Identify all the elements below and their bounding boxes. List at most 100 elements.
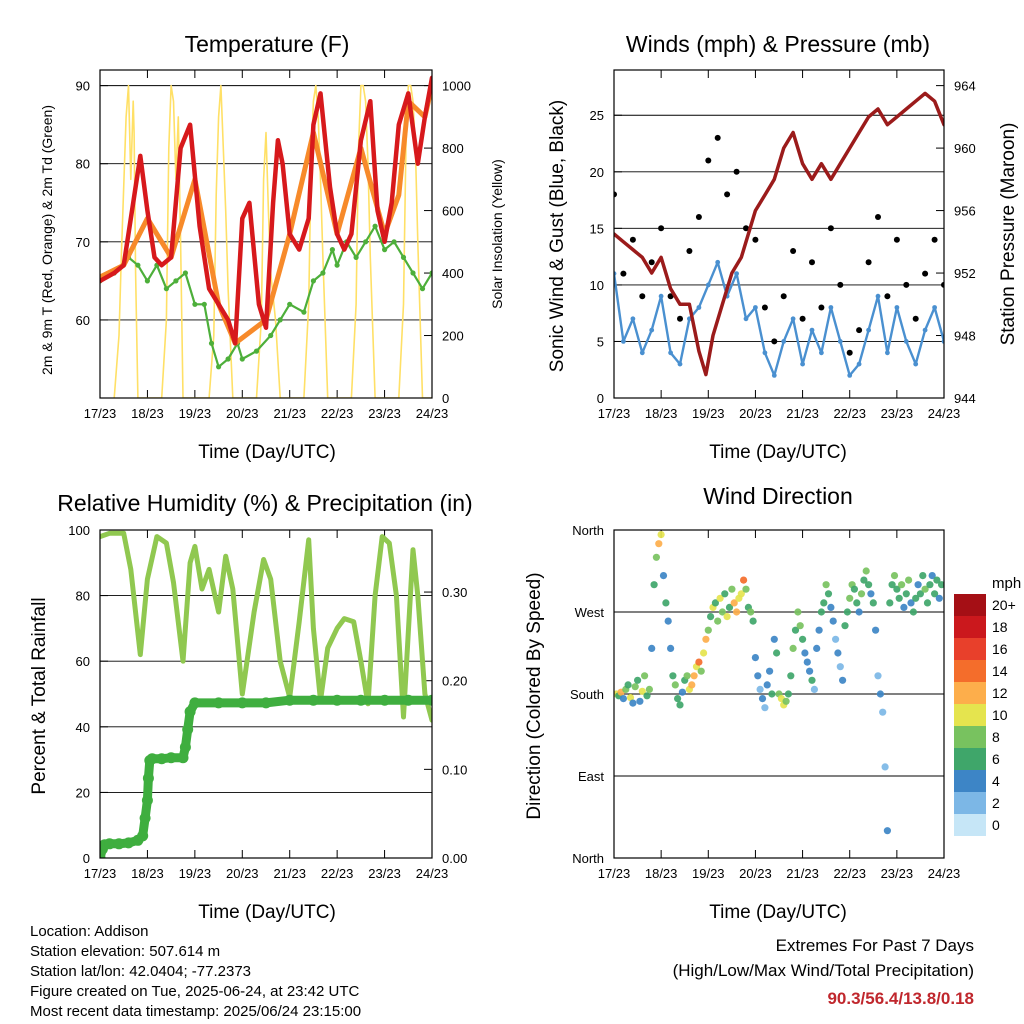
wind-direction-point-117 (888, 581, 896, 589)
xtick-label-3-7: 24/23 (416, 866, 449, 881)
dewpoint-point-29 (382, 247, 388, 253)
wind-direction-point-119 (893, 585, 901, 593)
wind-direction-point-42 (711, 599, 720, 607)
wind-gust-point-17 (771, 338, 778, 345)
ytick-label-4-3: West (575, 605, 605, 620)
precipitation-point-27 (379, 694, 391, 706)
dewpoint-point-20 (301, 309, 307, 315)
wind-direction-point-107 (865, 581, 873, 589)
wind-gust-point-35 (941, 281, 944, 288)
wind-direction-point-89 (822, 581, 830, 589)
xtick-label-1-4: 21/23 (273, 406, 306, 421)
precipitation-point-8 (139, 812, 151, 824)
ytick-right-label-2-3: 956 (954, 204, 976, 219)
dewpoint-point-30 (391, 239, 397, 245)
wind-direction-point-138 (938, 581, 944, 589)
sonic-wind-point-14 (743, 316, 749, 322)
wind-gust-point-13 (733, 168, 740, 175)
colorbar-label-9: 2 (992, 795, 1000, 811)
ytick-label-4-2: South (570, 687, 604, 702)
wind-direction-point-96 (839, 676, 847, 684)
sonic-wind-point-13 (734, 271, 739, 276)
wind-direction-point-82 (806, 667, 814, 675)
ytick-right-label-3-1: 0.10 (442, 762, 467, 777)
wind-direction-point-74 (787, 672, 795, 680)
xtick-label-3-0: 17/23 (84, 866, 117, 881)
wind-direction-point-136 (933, 576, 941, 584)
xtick-label-3-1: 18/23 (131, 866, 164, 881)
dewpoint-point-23 (329, 247, 335, 253)
ytick-right-label-1-5: 1000 (442, 79, 471, 94)
ytick-right-label-1-2: 400 (442, 266, 464, 281)
wind-direction-point-20 (659, 572, 668, 580)
precipitation-point-24 (307, 694, 319, 706)
temp-2m-line (100, 75, 432, 346)
wind-direction-point-24 (669, 672, 677, 680)
wind-direction-point-102 (853, 599, 861, 607)
colorbar-label-6: 8 (992, 729, 1000, 745)
wind-direction-point-59 (751, 654, 760, 662)
dewpoint-point-7 (173, 278, 179, 284)
colorbar-swatch-10 (954, 814, 986, 836)
plot-frame-3 (99, 529, 433, 859)
plot-frame-4 (613, 529, 945, 859)
dewpoint-point-32 (410, 270, 416, 276)
precipitation-point-10 (142, 772, 154, 784)
wind-direction-point-109 (869, 599, 877, 607)
dewpoint-point-33 (419, 286, 426, 292)
precipitation-point-28 (402, 694, 414, 706)
wind-direction-point-7 (629, 699, 637, 707)
series-group-1 (100, 75, 432, 398)
wind-direction-point-57 (747, 608, 755, 616)
wind-direction-point-123 (902, 590, 910, 598)
wind-direction-point-131 (921, 585, 929, 593)
wind-gust-point-2 (629, 236, 636, 243)
wind-direction-point-73 (784, 690, 793, 698)
temperature-ylabel: 2m & 9m T (Red, Orange) & 2m Td (Green) (39, 105, 55, 375)
wind-direction-point-110 (872, 626, 880, 634)
xtick-label-1-7: 24/23 (416, 406, 449, 421)
wind-direction-point-16 (650, 581, 658, 589)
wind-gust-point-19 (790, 248, 797, 254)
wind-direction-point-120 (895, 594, 903, 602)
dewpoint-point-12 (216, 364, 222, 370)
wind-gust-point-14 (743, 225, 749, 232)
ytick-label-3-4: 80 (76, 589, 90, 604)
created-text: Figure created on Tue, 2025-06-24, at 23… (30, 983, 360, 1000)
wind-direction-point-72 (782, 697, 790, 705)
wind-direction-point-11 (638, 687, 646, 695)
colorbar-label-2: 16 (992, 641, 1008, 657)
xtick-label-1-3: 20/23 (226, 406, 259, 421)
precipitation-point-13 (156, 753, 168, 765)
ytick-right-label-1-1: 200 (442, 329, 464, 344)
xtick-label-4-0: 17/23 (598, 866, 631, 881)
wind-gust-point-33 (922, 270, 929, 277)
wind-direction-point-124 (905, 576, 913, 584)
solar-insolation-line (113, 84, 432, 398)
wind-direction-panel: Wind Direction NorthEastSouthWestNorth17… (524, 483, 1021, 923)
wind-direction-point-3 (619, 695, 628, 703)
latlon-text: Station lat/lon: 42.0404; -77.2373 (30, 963, 252, 980)
humidity-precip-panel: Relative Humidity (%) & Precipitation (i… (29, 490, 473, 923)
wind-gust-point-24 (837, 281, 844, 288)
colorbar-label-3: 14 (992, 663, 1008, 679)
colorbar-swatch-2 (954, 638, 986, 660)
xtick-label-1-5: 22/23 (321, 406, 354, 421)
wind-gust-point-25 (846, 349, 853, 356)
precipitation-point-23 (284, 694, 296, 706)
dewpoint-point-34 (429, 270, 432, 276)
colorbar-label-8: 4 (992, 773, 1000, 789)
wind-direction-point-90 (824, 590, 833, 598)
series-group-2 (614, 91, 944, 378)
wind-direction-point-55 (742, 585, 750, 593)
sonic-wind-point-20 (800, 361, 805, 367)
sonic-wind-point-5 (658, 293, 664, 299)
wind-direction-point-13 (643, 692, 651, 700)
wind-direction-point-101 (850, 585, 859, 593)
precipitation-point-14 (165, 752, 177, 764)
wind-direction-xlabel: Time (Day/UTC) (709, 902, 847, 923)
wind-direction-ylabel: Direction (Colored By Speed) (524, 572, 545, 819)
sonic-wind-point-11 (715, 259, 721, 265)
